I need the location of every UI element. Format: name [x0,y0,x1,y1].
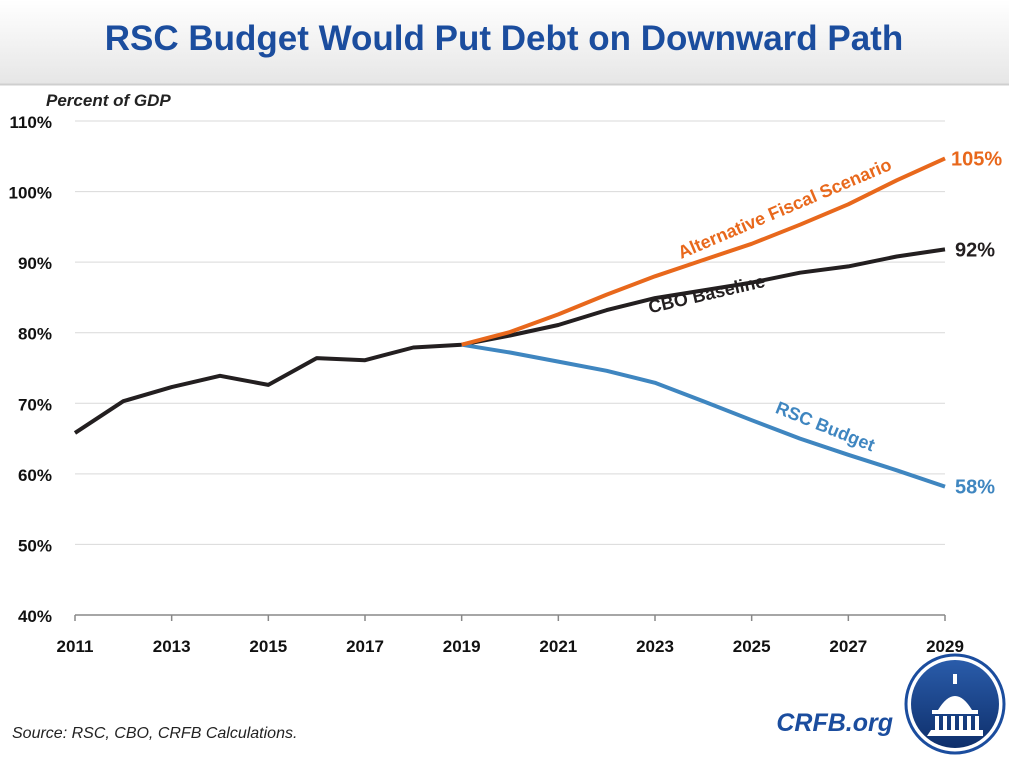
y-tick-label: 80% [18,325,52,344]
y-tick-label: 70% [18,395,52,414]
x-tick-label: 2013 [153,637,191,656]
series-line [461,156,946,347]
x-tick-label: 2011 [57,637,94,656]
y-tick-label: 60% [18,466,52,485]
y-tick-label: 100% [9,184,52,203]
value-label: 92% [955,239,995,261]
x-tick-label: 2015 [249,637,287,656]
chart-title: RSC Budget Would Put Debt on Downward Pa… [105,19,903,58]
y-tick-label: 50% [18,536,52,555]
y-tick-label: 90% [18,254,52,273]
x-tick-label: 2029 [926,637,964,656]
series-line [461,342,946,489]
y-tick-label: 110% [9,113,52,132]
x-tick-label: 2017 [346,637,384,656]
y-tick-label: 40% [18,607,52,626]
series-label: Alternative Fiscal Scenario [675,154,895,262]
x-tick-label: 2019 [443,637,481,656]
y-axis-label: Percent of GDP [46,91,171,110]
x-tick-label: 2025 [733,637,771,656]
title-band [0,0,1009,84]
value-label: 105% [951,148,1002,170]
brand-text: CRFB.org [776,709,893,737]
x-tick-label: 2027 [829,637,867,656]
value-label: 58% [955,477,995,499]
x-tick-label: 2021 [539,637,577,656]
source-note: Source: RSC, CBO, CRFB Calculations. [12,725,297,742]
series-label: CBO Baseline [646,271,766,317]
x-tick-label: 2023 [636,637,674,656]
series-line [73,247,946,435]
logo [904,653,1006,755]
